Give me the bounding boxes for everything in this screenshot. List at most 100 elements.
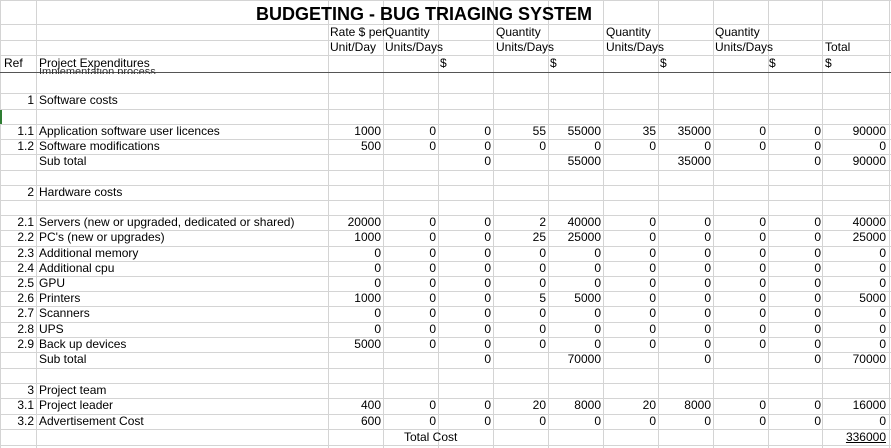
value-cell[interactable]: 0: [759, 230, 766, 244]
expenditure-label-cell[interactable]: PC's (new or upgrades): [39, 230, 165, 244]
value-cell[interactable]: 0: [649, 230, 656, 244]
expenditure-label-cell[interactable]: Back up devices: [39, 337, 127, 351]
value-cell[interactable]: 0: [594, 276, 601, 290]
sheet-title[interactable]: BUDGETING - BUG TRIAGING SYSTEM: [256, 4, 593, 24]
value-cell[interactable]: 0: [429, 261, 436, 275]
ref-cell[interactable]: 3.1: [17, 398, 34, 412]
value-cell[interactable]: 0: [704, 291, 711, 305]
value-cell[interactable]: 0: [484, 154, 491, 168]
quantity-header-3-line2[interactable]: Units/Days: [606, 40, 665, 54]
quantity-header-4-line2[interactable]: Units/Days: [715, 40, 774, 54]
value-cell[interactable]: 5000: [354, 337, 381, 351]
value-cell[interactable]: 90000: [852, 154, 886, 168]
value-cell[interactable]: 0: [704, 322, 711, 336]
dollar-header-1[interactable]: $: [440, 56, 447, 70]
value-cell[interactable]: 0: [879, 322, 886, 336]
value-cell[interactable]: 0: [374, 322, 381, 336]
value-cell[interactable]: 0: [814, 352, 821, 366]
value-cell[interactable]: 0: [429, 337, 436, 351]
value-cell[interactable]: 0: [484, 276, 491, 290]
value-cell[interactable]: 0: [484, 261, 491, 275]
rate-header-line2[interactable]: Unit/Day: [330, 40, 377, 54]
ref-cell[interactable]: 2.7: [17, 306, 34, 320]
value-cell[interactable]: 0: [879, 246, 886, 260]
expenditure-label-cell[interactable]: Additional memory: [39, 246, 139, 260]
value-cell[interactable]: 0: [759, 414, 766, 428]
value-cell[interactable]: 0: [649, 337, 656, 351]
value-cell[interactable]: 0: [704, 276, 711, 290]
value-cell[interactable]: 0: [649, 246, 656, 260]
ref-cell[interactable]: 2.9: [17, 337, 34, 351]
dollar-header-4[interactable]: $: [769, 56, 776, 70]
value-cell[interactable]: 600: [360, 414, 381, 428]
value-cell[interactable]: 0: [649, 261, 656, 275]
value-cell[interactable]: 0: [704, 414, 711, 428]
value-cell[interactable]: 0: [429, 276, 436, 290]
quantity-header-4-line1[interactable]: Quantity: [715, 25, 760, 39]
value-cell[interactable]: 35: [642, 124, 656, 138]
value-cell[interactable]: 0: [484, 337, 491, 351]
value-cell[interactable]: 0: [759, 337, 766, 351]
total-header-line2[interactable]: $: [825, 56, 832, 70]
quantity-header-2-line2[interactable]: Units/Days: [496, 40, 555, 54]
value-cell[interactable]: 0: [484, 246, 491, 260]
quantity-header-2-line1[interactable]: Quantity: [496, 25, 541, 39]
value-cell[interactable]: 0: [704, 352, 711, 366]
value-cell[interactable]: 0: [539, 337, 546, 351]
value-cell[interactable]: 0: [814, 337, 821, 351]
value-cell[interactable]: 1000: [354, 230, 381, 244]
value-cell[interactable]: 0: [429, 139, 436, 153]
value-cell[interactable]: 0: [594, 139, 601, 153]
quantity-header-1-line2[interactable]: Units/Days: [385, 40, 444, 54]
value-cell[interactable]: 5000: [859, 291, 886, 305]
value-cell[interactable]: 0: [539, 246, 546, 260]
expenditure-label-cell[interactable]: Sub total: [39, 352, 87, 366]
ref-cell[interactable]: 2: [27, 185, 34, 199]
value-cell[interactable]: 0: [594, 246, 601, 260]
ref-cell[interactable]: 2.3: [17, 246, 34, 260]
value-cell[interactable]: 0: [814, 215, 821, 229]
value-cell[interactable]: 0: [704, 215, 711, 229]
value-cell[interactable]: 0: [814, 322, 821, 336]
value-cell[interactable]: 0: [429, 398, 436, 412]
value-cell[interactable]: 5000: [574, 291, 601, 305]
value-cell[interactable]: 35000: [677, 154, 711, 168]
value-cell[interactable]: 0: [704, 139, 711, 153]
ref-cell[interactable]: 3.2: [17, 414, 34, 428]
value-cell[interactable]: 25: [532, 230, 546, 244]
value-cell[interactable]: 16000: [852, 398, 886, 412]
value-cell[interactable]: 0: [649, 139, 656, 153]
value-cell[interactable]: 0: [374, 306, 381, 320]
expenditure-label-cell[interactable]: Software costs: [39, 93, 118, 107]
value-cell[interactable]: 0: [704, 337, 711, 351]
value-cell[interactable]: 55: [532, 124, 546, 138]
total-header-line1[interactable]: Total: [825, 40, 851, 54]
value-cell[interactable]: 0: [759, 276, 766, 290]
value-cell[interactable]: 0: [704, 230, 711, 244]
expenditure-label-cell[interactable]: Servers (new or upgraded, dedicated or s…: [39, 215, 295, 229]
value-cell[interactable]: 0: [429, 322, 436, 336]
value-cell[interactable]: 0: [429, 215, 436, 229]
value-cell[interactable]: 0: [814, 154, 821, 168]
value-cell[interactable]: 0: [484, 414, 491, 428]
value-cell[interactable]: 0: [594, 414, 601, 428]
value-cell[interactable]: 0: [539, 276, 546, 290]
value-cell[interactable]: 0: [594, 337, 601, 351]
value-cell[interactable]: 0: [539, 322, 546, 336]
value-cell[interactable]: 0: [484, 352, 491, 366]
value-cell[interactable]: 0: [879, 276, 886, 290]
value-cell[interactable]: 0: [879, 414, 886, 428]
value-cell[interactable]: 0: [814, 139, 821, 153]
value-cell[interactable]: 25000: [567, 230, 601, 244]
value-cell[interactable]: 25000: [852, 230, 886, 244]
value-cell[interactable]: 90000: [852, 124, 886, 138]
value-cell[interactable]: 0: [649, 414, 656, 428]
value-cell[interactable]: 0: [649, 276, 656, 290]
value-cell[interactable]: 0: [429, 414, 436, 428]
value-cell[interactable]: 0: [484, 215, 491, 229]
value-cell[interactable]: 0: [879, 306, 886, 320]
value-cell[interactable]: 0: [539, 139, 546, 153]
expenditure-label-cell[interactable]: Scanners: [39, 306, 90, 320]
value-cell[interactable]: 0: [879, 261, 886, 275]
value-cell[interactable]: 0: [759, 261, 766, 275]
